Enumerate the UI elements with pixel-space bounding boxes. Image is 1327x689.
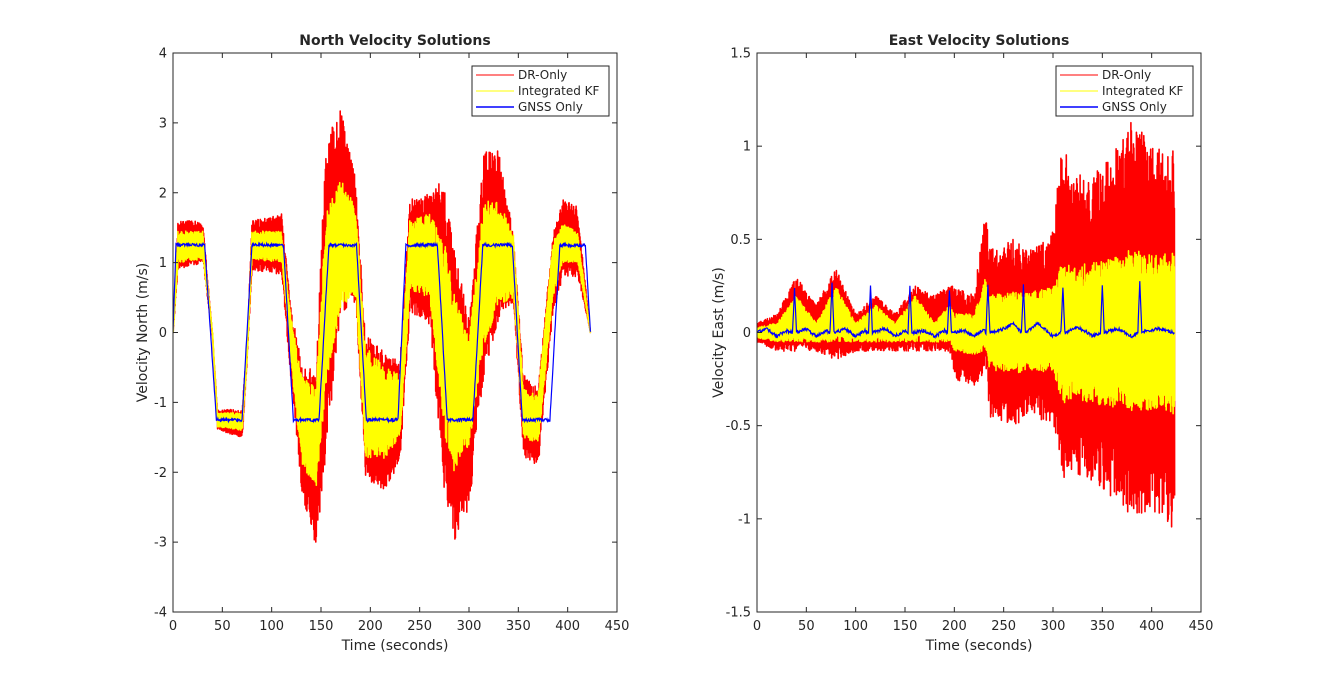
- x-tick-label: 150: [893, 619, 918, 634]
- x-tick-label: 400: [555, 619, 580, 634]
- legend-label: GNSS Only: [518, 100, 583, 114]
- x-tick-label: 350: [1090, 619, 1115, 634]
- legend: DR-Only Integrated KF GNSS Only: [1055, 65, 1194, 117]
- y-tick-label: -2: [154, 466, 167, 481]
- legend-label: DR-Only: [1102, 68, 1151, 82]
- x-tick-label: 200: [358, 619, 383, 634]
- y-tick-label: 3: [159, 116, 167, 131]
- chart-title: East Velocity Solutions: [889, 33, 1070, 49]
- series-gnss-only: [757, 281, 1175, 340]
- x-tick-label: 450: [1189, 619, 1214, 634]
- chart-panel-2: 0 50 100 150 200 250 300 350 400 450 -1.5 -1 -0.5 0 0.…: [711, 33, 1213, 654]
- x-tick-label: 250: [407, 619, 432, 634]
- plot-area: [173, 110, 592, 543]
- legend-label: GNSS Only: [1102, 100, 1167, 114]
- x-tick-label: 200: [942, 619, 967, 634]
- y-tick-label: -1: [738, 512, 751, 527]
- legend: DR-Only Integrated KF GNSS Only: [471, 65, 610, 117]
- x-axis-label: Time (seconds): [925, 638, 1033, 654]
- chart-panel-1: 0 50 100 150 200 250 300 350 400 450 -4 -3 -2 -1 0 1 2 3 4…: [135, 33, 629, 654]
- legend-label: Integrated KF: [518, 84, 600, 98]
- x-tick-label: 100: [843, 619, 868, 634]
- y-tick-label: 0: [159, 326, 167, 341]
- x-tick-label: 450: [605, 619, 630, 634]
- y-tick-label: -3: [154, 536, 167, 551]
- x-tick-label: 300: [1041, 619, 1066, 634]
- legend-label: Integrated KF: [1102, 84, 1184, 98]
- series-integrated-kf: [757, 250, 1176, 415]
- y-tick-label: 0: [743, 326, 751, 341]
- chart-title: North Velocity Solutions: [299, 33, 490, 49]
- x-tick-label: 0: [753, 619, 761, 634]
- legend-label: DR-Only: [518, 68, 567, 82]
- y-tick-label: 1: [743, 140, 751, 155]
- y-tick-label: 1.5: [730, 47, 751, 62]
- x-tick-label: 350: [506, 619, 531, 634]
- y-tick-label: 4: [159, 47, 167, 62]
- x-tick-label: 150: [309, 619, 334, 634]
- plot-area: [757, 121, 1176, 528]
- series-gnss-only: [173, 241, 591, 424]
- x-tick-label: 400: [1139, 619, 1164, 634]
- series-dr-only: [173, 110, 592, 543]
- x-tick-label: 250: [991, 619, 1016, 634]
- x-tick-label: 300: [457, 619, 482, 634]
- y-tick-label: -0.5: [726, 419, 751, 434]
- x-tick-label: 50: [798, 619, 815, 634]
- x-tick-label: 0: [169, 619, 177, 634]
- y-tick-label: -1: [154, 396, 167, 411]
- x-tick-label: 50: [214, 619, 231, 634]
- y-tick-label: 2: [159, 186, 167, 201]
- y-tick-label: 0.5: [730, 233, 751, 248]
- y-tick-label: 1: [159, 256, 167, 271]
- x-tick-label: 100: [259, 619, 284, 634]
- y-tick-label: -4: [154, 606, 167, 621]
- x-axis-label: Time (seconds): [341, 638, 449, 654]
- y-axis-label: Velocity North (m/s): [135, 263, 151, 403]
- y-axis-label: Velocity East (m/s): [711, 267, 727, 398]
- y-tick-label: -1.5: [726, 606, 751, 621]
